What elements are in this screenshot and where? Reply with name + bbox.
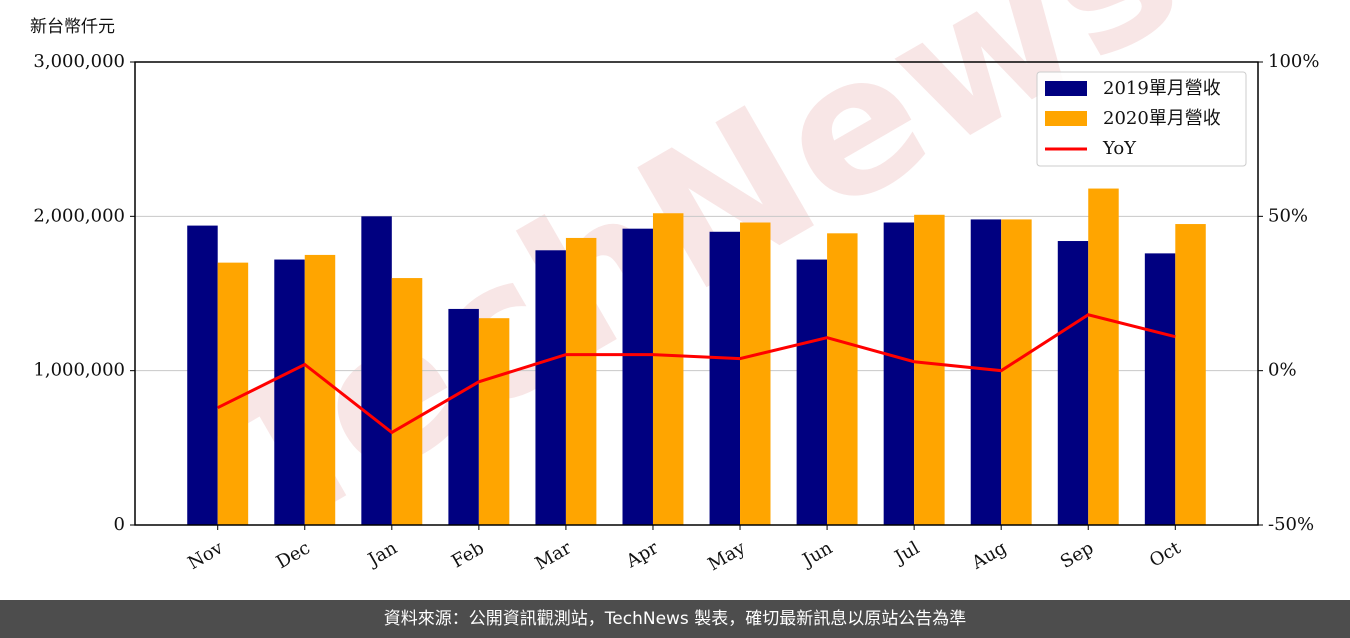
x-tick-label: Jan xyxy=(363,537,401,571)
bar xyxy=(361,216,392,526)
bar xyxy=(565,237,597,525)
x-tick-label: Feb xyxy=(448,537,488,572)
bar xyxy=(304,254,336,525)
y2-tick-label: 50% xyxy=(1268,205,1308,226)
bar xyxy=(827,233,858,525)
legend-swatch xyxy=(1045,111,1087,126)
x-tick-label: Oct xyxy=(1146,537,1185,572)
x-tick-label: May xyxy=(704,537,749,575)
y2-tick-label: -50% xyxy=(1268,514,1314,535)
legend-label: 2020單月營收 xyxy=(1103,108,1221,129)
y2-tick-label: 100% xyxy=(1268,51,1319,72)
bar xyxy=(448,308,479,525)
bar xyxy=(883,222,915,526)
y-tick-label: 2,000,000 xyxy=(33,205,125,226)
bar xyxy=(740,222,771,526)
legend-label: YoY xyxy=(1102,138,1137,159)
bar xyxy=(970,219,1002,526)
y-axis-label: 新台幣仟元 xyxy=(30,17,115,37)
bar xyxy=(391,278,423,525)
bar xyxy=(1001,219,1032,526)
x-tick-label: Mar xyxy=(532,537,576,574)
footer-bar xyxy=(0,600,1350,638)
bar xyxy=(1057,241,1089,525)
bar xyxy=(478,318,510,525)
y-tick-label: 0 xyxy=(114,514,125,535)
bar xyxy=(535,250,566,525)
y-tick-label: 3,000,000 xyxy=(33,51,125,72)
x-tick-label: Jun xyxy=(798,537,837,572)
bar xyxy=(1088,188,1119,525)
footer-text: 資料來源：公開資訊觀測站，TechNews 製表，確切最新訊息以原站公告為準 xyxy=(384,609,966,629)
line xyxy=(217,313,1176,435)
x-tick-label: Jul xyxy=(890,537,924,569)
bar xyxy=(796,259,828,525)
bar xyxy=(622,228,653,525)
bar xyxy=(1175,224,1206,526)
bar xyxy=(709,231,741,525)
legend-label: 2019單月營收 xyxy=(1103,78,1221,99)
bar xyxy=(914,214,945,526)
y-tick-label: 1,000,000 xyxy=(33,360,125,381)
x-tick-label: Apr xyxy=(622,537,662,572)
legend-swatch xyxy=(1045,81,1087,96)
bar xyxy=(1144,253,1176,525)
bar xyxy=(652,213,684,525)
x-tick-label: Aug xyxy=(968,537,1011,574)
x-tick-label: Sep xyxy=(1057,537,1097,572)
bar xyxy=(274,259,305,525)
plot-frame xyxy=(134,61,1259,526)
bar xyxy=(187,225,218,526)
x-tick-label: Nov xyxy=(184,537,227,574)
y2-tick-label: 0% xyxy=(1268,360,1297,381)
legend-box xyxy=(1036,71,1247,167)
